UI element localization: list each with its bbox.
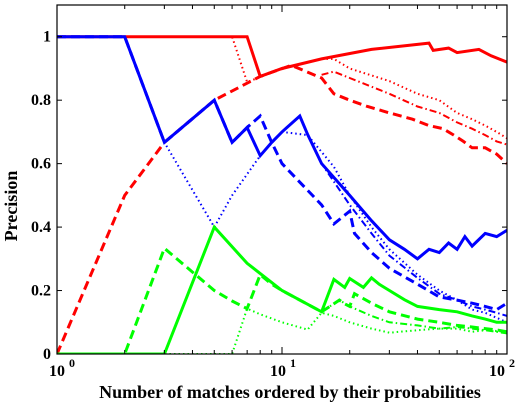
- series-line-red-dotted: [57, 35, 507, 140]
- y-tick-label: 0: [43, 346, 51, 363]
- series-line-red-dashdot: [321, 70, 507, 146]
- series-line-blue-dashdot: [306, 134, 507, 317]
- y-tick-label: 0.6: [31, 156, 51, 173]
- x-tick-label: 10 1: [270, 356, 296, 380]
- x-axis-label: Number of matches ordered by their proba…: [99, 382, 481, 402]
- x-tick-exponent: 1: [290, 356, 296, 370]
- plot-frame: [56, 4, 508, 355]
- y-axis-label: Precision: [1, 171, 21, 242]
- x-tick-base: 10: [49, 363, 65, 380]
- x-tick-label: 10 2: [489, 356, 515, 380]
- series-line-red-solid: [57, 35, 507, 79]
- y-tick-label: 1: [43, 29, 51, 46]
- series-line-green-dotted: [57, 307, 507, 354]
- x-tick-exponent: 2: [509, 356, 515, 370]
- series-line-blue-dashed: [57, 35, 507, 312]
- series-line-green-dashdot: [321, 298, 507, 335]
- series-line-blue-dotted: [57, 35, 507, 324]
- series-line-green-solid: [57, 224, 507, 354]
- plot-area: [57, 35, 507, 354]
- y-axis-label-group: Precision: [1, 171, 21, 242]
- y-tick-label: 0.2: [31, 283, 51, 300]
- y-tick-label: 0.4: [31, 219, 51, 236]
- series-line-red-dashed: [57, 63, 507, 354]
- x-tick-base: 10: [489, 363, 505, 380]
- x-tick-exponent: 0: [69, 356, 75, 370]
- axes: [56, 4, 508, 355]
- y-tick-label: 0.8: [31, 92, 51, 109]
- x-tick-base: 10: [270, 363, 286, 380]
- x-tick-label: 10 0: [49, 356, 75, 380]
- series-line-green-dashed: [57, 245, 507, 354]
